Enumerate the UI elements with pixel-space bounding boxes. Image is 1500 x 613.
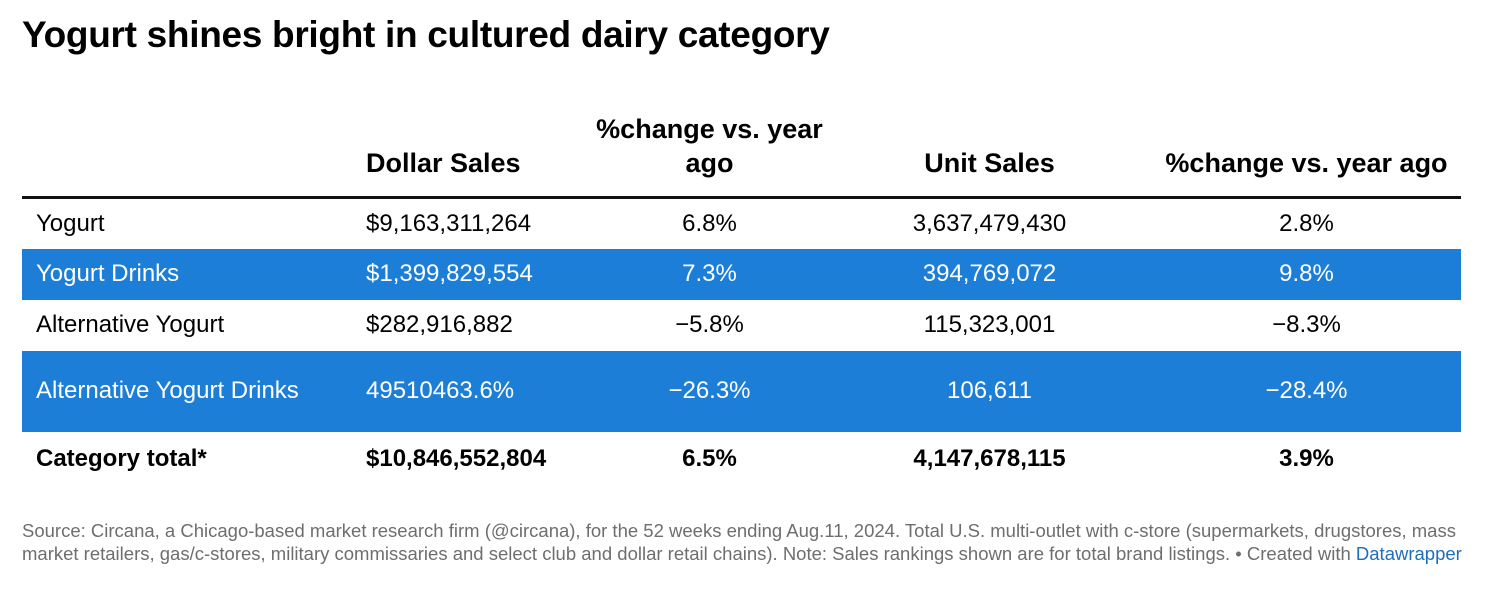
unit-sales-cell: 3,637,479,430 [912, 209, 1067, 237]
header-unit-sales: Unit Sales [827, 112, 1152, 199]
table-row: Yogurt $9,163,311,264 6.8% 3,637,479,430 2.8… [22, 198, 1461, 249]
header-category [22, 112, 352, 199]
unit-sales-cell: 4,147,678,115 [913, 445, 1066, 472]
unit-sales-cell: 115,323,001 [923, 311, 1056, 338]
sales-table: Dollar Sales %change vs. year ago Unit S… [22, 112, 1461, 487]
row-name: Category total* [36, 445, 207, 472]
table-row: Yogurt Drinks $1,399,829,554 7.3% 394,769,0… [22, 248, 1461, 300]
dollar-sales-cell: $9,163,311,264 [366, 209, 532, 237]
unit-change-cell: 3.9% [1279, 445, 1334, 472]
unit-change-cell: −8.3% [1272, 311, 1341, 338]
dollar-sales-cell: 49510463.6% [366, 377, 515, 404]
unit-sales-cell: 106,611 [947, 377, 1032, 404]
row-name: Yogurt [36, 209, 105, 237]
header-dollar-sales: Dollar Sales [352, 112, 592, 199]
dollar-change-cell: −26.3% [668, 377, 751, 404]
unit-change-cell: 2.8% [1279, 209, 1334, 237]
datawrapper-link[interactable]: Datawrapper [1355, 543, 1462, 564]
table-row: Alternative Yogurt Drinks 49510463.6% −26.… [22, 350, 1461, 432]
created-with-text: • Created with [1230, 543, 1356, 564]
dollar-change-cell: 7.3% [682, 260, 737, 287]
unit-change-cell: −28.4% [1265, 377, 1348, 404]
unit-sales-cell: 394,769,072 [922, 260, 1057, 287]
dollar-sales-cell: $1,399,829,554 [366, 260, 533, 287]
dollar-change-cell: −5.8% [675, 311, 744, 338]
header-unit-change: %change vs. year ago [1152, 112, 1461, 199]
table-row: Alternative Yogurt $282,916,882 −5.8% 115,3… [22, 300, 1461, 351]
total-row: Category total* $10,846,552,804 6.5% 4,147,… [22, 432, 1461, 487]
unit-change-cell: 9.8% [1279, 260, 1334, 287]
chart-title: Yogurt shines bright in cultured dairy c… [22, 14, 830, 55]
dollar-sales-cell: $282,916,882 [366, 311, 513, 338]
footer-note: Source: Circana, a Chicago-based market … [22, 519, 1472, 565]
row-name: Yogurt Drinks [36, 260, 180, 287]
row-name: Alternative Yogurt Drinks [36, 377, 299, 404]
header-dollar-change: %change vs. year ago [592, 112, 827, 199]
dollar-change-cell: 6.8% [682, 209, 737, 237]
dollar-sales-cell: $10,846,552,804 [366, 445, 547, 472]
dollar-change-cell: 6.5% [682, 445, 737, 472]
source-note: Source: Circana, a Chicago-based market … [22, 520, 1456, 564]
header-row: Dollar Sales %change vs. year ago Unit S… [22, 112, 1461, 199]
row-name: Alternative Yogurt [36, 311, 225, 338]
